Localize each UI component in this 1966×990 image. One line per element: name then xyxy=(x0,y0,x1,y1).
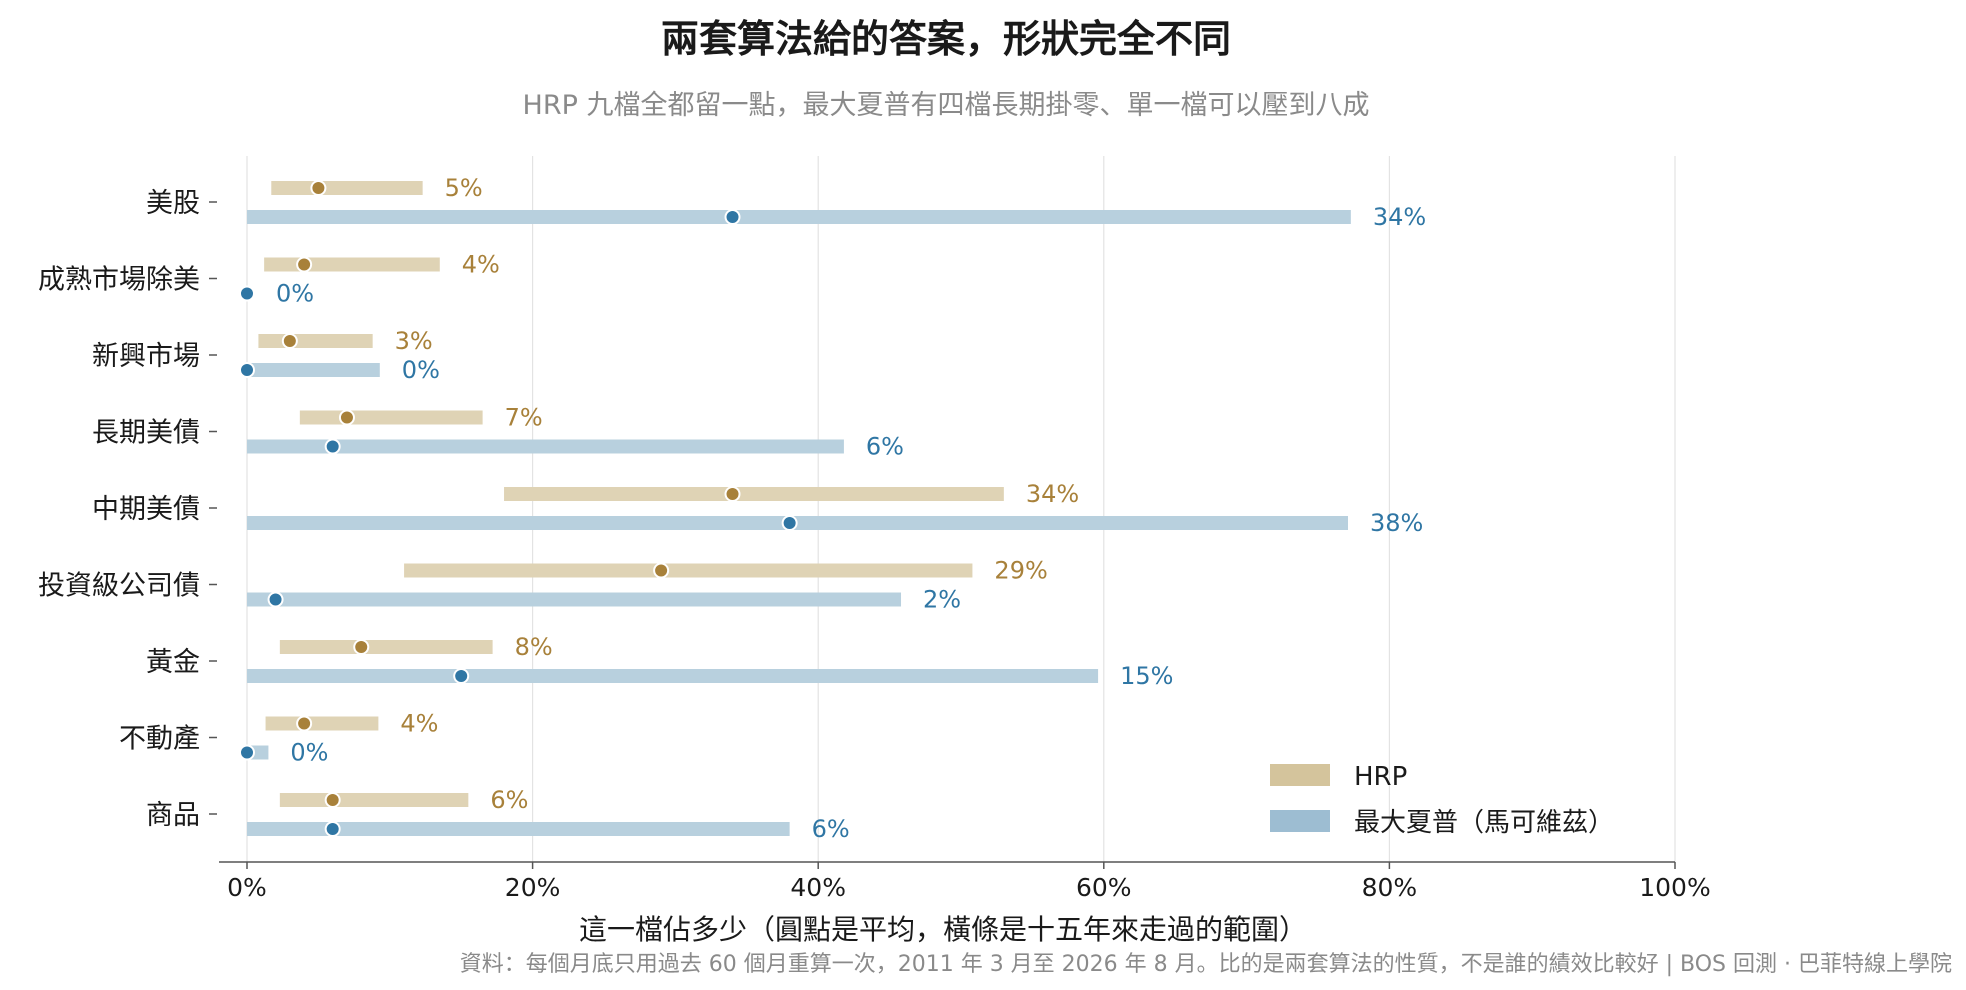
mean-dot xyxy=(353,639,370,655)
range-bar xyxy=(299,410,483,425)
value-label: 29% xyxy=(994,557,1047,585)
range-bar xyxy=(247,210,1351,224)
category-label: 不動產 xyxy=(119,724,200,755)
mean-dot xyxy=(653,562,670,579)
category-label: 投資級公司債 xyxy=(38,571,200,602)
range-bar xyxy=(247,592,902,607)
value-label: 0% xyxy=(290,739,328,767)
x-tick-label: 20% xyxy=(505,873,561,902)
mean-dot xyxy=(267,591,284,608)
value-label: 6% xyxy=(866,433,904,461)
value-label: 6% xyxy=(490,786,528,814)
mean-dot xyxy=(338,409,355,426)
x-axis-label: 這一檔佔多少（圓點是平均，橫條是十五年來走過的範圍） xyxy=(579,913,1307,946)
range-bar xyxy=(404,563,973,578)
value-label: 8% xyxy=(515,633,553,661)
range-bar xyxy=(271,181,423,195)
legend-label-max-sharpe: 最大夏普（馬可維茲） xyxy=(1354,808,1614,838)
axes xyxy=(209,201,1676,869)
mean-dot xyxy=(453,668,470,684)
value-labels: 5%34%4%0%3%0%7%6%34%38%29%2%8%15%4%0%6%6… xyxy=(276,174,1426,843)
mean-dot xyxy=(296,715,313,732)
legend-swatch-hrp xyxy=(1270,764,1330,786)
mean-dot xyxy=(239,285,255,302)
mean-dot xyxy=(724,486,741,502)
value-label: 5% xyxy=(445,174,483,202)
range-bar xyxy=(247,363,380,377)
range-bar xyxy=(258,334,373,348)
chart-subtitle: HRP 九檔全都留一點，最大夏普有四檔長期掛零、單一檔可以壓到八成 xyxy=(523,90,1370,121)
x-tick-label: 60% xyxy=(1076,873,1132,902)
range-bar xyxy=(247,439,844,454)
mean-dot xyxy=(324,792,341,808)
range-bar xyxy=(279,793,469,807)
mean-dot xyxy=(781,515,798,531)
value-label: 38% xyxy=(1370,509,1423,537)
value-label: 15% xyxy=(1120,662,1173,690)
category-label: 新興市場 xyxy=(92,341,200,372)
legend-label-hrp: HRP xyxy=(1354,762,1407,792)
grid-lines xyxy=(246,156,1676,862)
value-label: 34% xyxy=(1026,480,1079,508)
category-label: 成熟市場除美 xyxy=(38,265,200,296)
x-tick-label: 80% xyxy=(1362,873,1418,902)
mean-dot xyxy=(724,209,741,225)
mean-dot xyxy=(310,180,327,196)
legend: HRP 最大夏普（馬可維茲） xyxy=(1270,762,1614,838)
category-label: 美股 xyxy=(146,188,200,219)
category-label: 中期美債 xyxy=(92,494,200,525)
value-label: 0% xyxy=(276,280,314,308)
mean-dot xyxy=(324,821,341,837)
mean-dots xyxy=(239,180,798,837)
value-label: 7% xyxy=(505,404,543,432)
range-bar xyxy=(247,669,1099,683)
value-label: 4% xyxy=(400,710,438,738)
value-label: 2% xyxy=(923,586,961,614)
mean-dot xyxy=(324,438,341,455)
value-label: 3% xyxy=(395,327,433,355)
value-label: 6% xyxy=(812,815,850,843)
range-bar xyxy=(247,822,790,836)
value-label: 0% xyxy=(402,356,440,384)
mean-dot xyxy=(281,333,298,349)
range-bar xyxy=(279,640,493,654)
source-note: 資料：每個月底只用過去 60 個月重算一次，2011 年 3 月至 2026 年… xyxy=(460,952,1952,977)
x-tick-label: 40% xyxy=(790,873,846,902)
category-label: 黃金 xyxy=(146,647,200,678)
category-label: 商品 xyxy=(146,800,200,831)
category-label: 長期美債 xyxy=(92,418,200,449)
value-label: 4% xyxy=(462,251,500,279)
range-bar xyxy=(265,716,379,731)
range-bars xyxy=(247,181,1351,836)
value-label: 34% xyxy=(1373,203,1426,231)
mean-dot xyxy=(296,256,313,273)
legend-swatch-max-sharpe xyxy=(1270,810,1330,832)
x-tick-label: 100% xyxy=(1639,873,1710,902)
range-bar xyxy=(504,487,1004,501)
mean-dot xyxy=(239,362,255,378)
x-tick-labels: 0% 20% 40% 60% 80% 100% xyxy=(227,873,1711,902)
mean-dot xyxy=(239,744,255,761)
range-bar xyxy=(264,257,440,272)
chart-title: 兩套算法給的答案，形狀完全不同 xyxy=(661,17,1231,61)
x-tick-label: 0% xyxy=(227,873,267,902)
